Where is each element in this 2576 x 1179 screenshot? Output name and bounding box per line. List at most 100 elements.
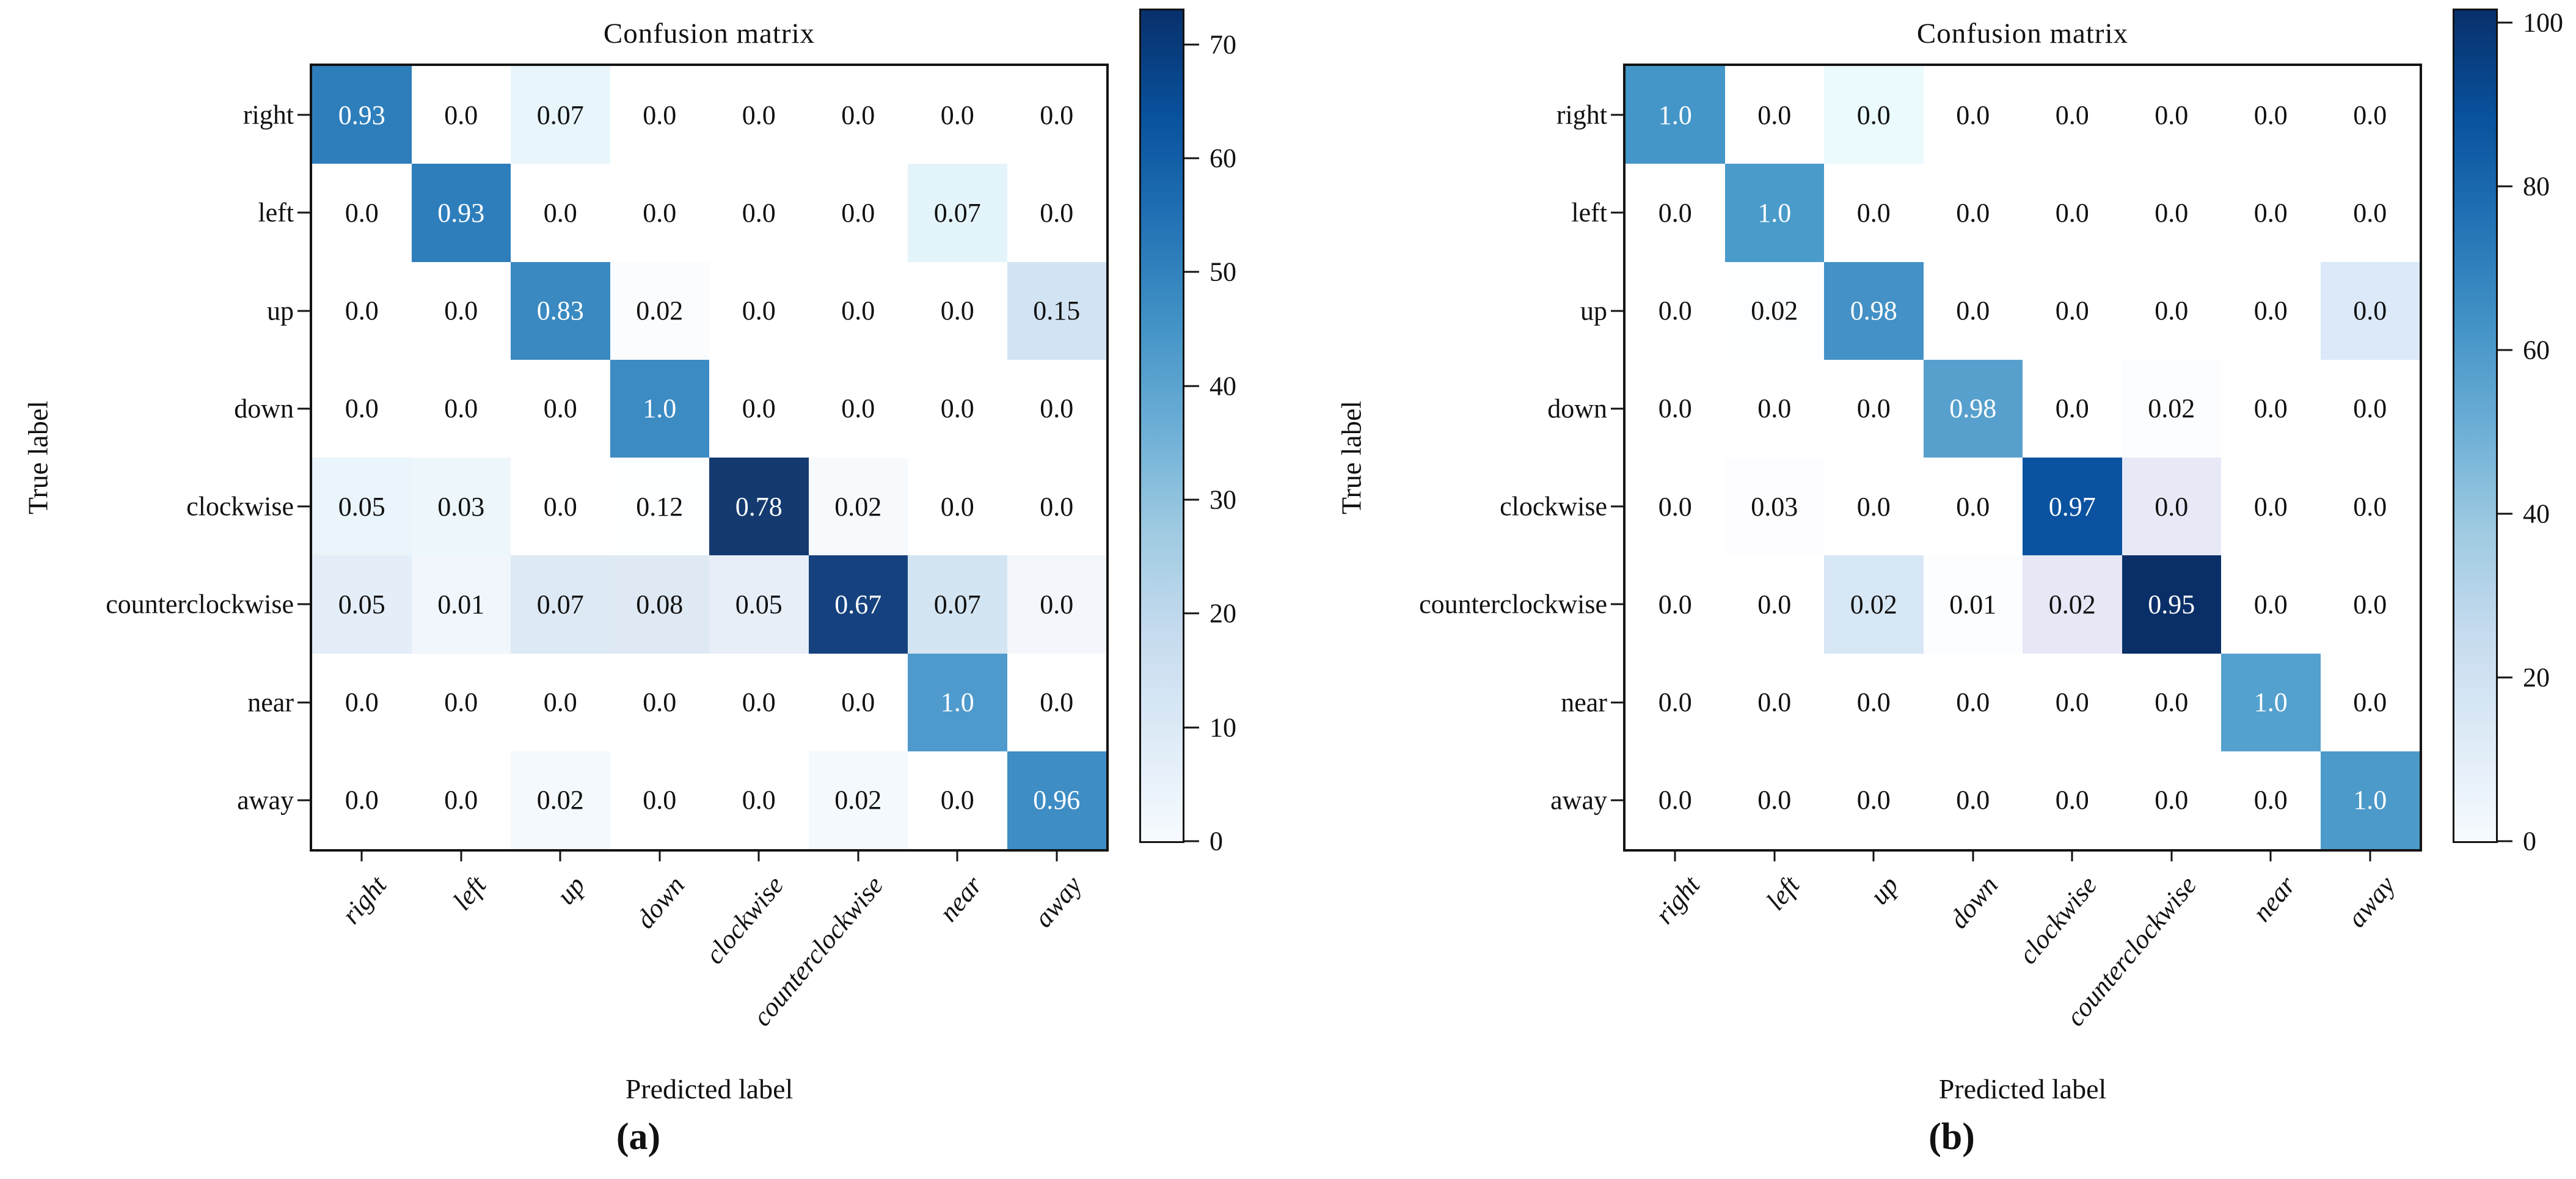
matrix-cell: 0.0 <box>1007 555 1106 654</box>
y-tick-mark <box>297 701 310 704</box>
matrix-cell: 0.0 <box>610 164 709 262</box>
matrix-cell: 0.05 <box>709 555 809 654</box>
matrix-cell: 0.0 <box>511 359 610 458</box>
x-tick-mark <box>360 849 363 861</box>
matrix-cell: 0.0 <box>1007 164 1106 262</box>
matrix-cell: 0.0 <box>511 458 610 556</box>
y-tick-label: down <box>1547 393 1607 424</box>
colorbar-tick-label: 40 <box>1210 371 1236 401</box>
colorbar-tick-mark <box>1184 385 1199 387</box>
chart-title: Confusion matrix <box>1916 18 2129 49</box>
y-tick-mark <box>297 799 310 801</box>
colorbar-tick-mark <box>2498 21 2512 24</box>
matrix-cell: 0.0 <box>2122 653 2221 751</box>
matrix-cell: 0.01 <box>411 555 511 654</box>
x-tick-label: down <box>1943 870 2004 935</box>
matrix-cell: 0.02 <box>511 751 610 849</box>
colorbar-tick-label: 30 <box>1210 484 1236 515</box>
y-tick-label: counterclockwise <box>1419 589 1607 619</box>
colorbar-tick-label: 50 <box>1210 257 1236 287</box>
matrix-cell: 0.0 <box>312 653 412 751</box>
chart-title: Confusion matrix <box>603 18 815 49</box>
y-tick-label: counterclockwise <box>106 589 294 619</box>
x-tick-label: left <box>1760 870 1806 916</box>
x-tick-label: right <box>1649 870 1706 930</box>
x-axis-label: Predicted label <box>625 1073 794 1104</box>
matrix-cell: 0.0 <box>709 164 809 262</box>
x-tick-label: away <box>2341 870 2401 933</box>
matrix-cell: 1.0 <box>2221 653 2321 751</box>
matrix-cell: 0.0 <box>2023 653 2122 751</box>
matrix-cell: 0.0 <box>1824 359 1924 458</box>
matrix-cell: 1.0 <box>1724 164 1824 262</box>
matrix-cell: 0.0 <box>1007 653 1106 751</box>
matrix-cell: 0.0 <box>808 359 908 458</box>
matrix-cell: 0.0 <box>2320 359 2420 458</box>
matrix-cell: 0.02 <box>808 751 908 849</box>
colorbar-tick-label: 0 <box>2523 826 2536 856</box>
y-tick-mark <box>1611 505 1623 508</box>
matrix-cell: 0.0 <box>1824 66 1924 164</box>
colorbar-tick-label: 20 <box>1210 598 1236 629</box>
matrix-cell: 0.01 <box>1923 555 2023 654</box>
matrix-cell: 0.0 <box>1007 359 1106 458</box>
matrix-cell: 0.0 <box>908 751 1007 849</box>
matrix-cell: 0.0 <box>1626 458 1725 556</box>
y-tick-label: up <box>1580 296 1607 326</box>
y-tick-mark <box>1611 701 1623 704</box>
x-tick-mark <box>460 849 462 861</box>
colorbar-tick-label: 0 <box>1210 826 1223 856</box>
x-tick-mark <box>2071 849 2073 861</box>
x-tick-mark <box>1773 849 1776 861</box>
x-tick-mark <box>559 849 561 861</box>
matrix-cell: 0.0 <box>808 164 908 262</box>
matrix-cell: 0.0 <box>1824 164 1924 262</box>
colorbar-tick-label: 100 <box>2523 7 2563 38</box>
x-tick-label: up <box>550 870 591 910</box>
matrix-cell: 0.0 <box>1626 751 1725 849</box>
colorbar-tick-label: 10 <box>1210 712 1236 743</box>
matrix-cell: 0.0 <box>2221 66 2321 164</box>
x-tick-mark <box>1872 849 1875 861</box>
matrix-cell: 0.0 <box>1626 359 1725 458</box>
y-tick-mark <box>1611 211 1623 214</box>
matrix-cell: 0.0 <box>1923 653 2023 751</box>
matrix-cell: 0.0 <box>1626 164 1725 262</box>
matrix-cell: 0.02 <box>1724 261 1824 360</box>
y-tick-mark <box>297 407 310 410</box>
matrix-cell: 0.0 <box>1923 751 2023 849</box>
matrix-cell: 0.0 <box>1923 164 2023 262</box>
matrix-cell: 1.0 <box>610 359 709 458</box>
matrix-cell: 0.0 <box>312 164 412 262</box>
heatmap-plot: 1.0 0.0 0.0 0.0 0.0 0.0 0.0 0.0 0.0 1.0 0.0 0.0 0.0 0… <box>1623 64 2422 852</box>
colorbar-tick-mark <box>1184 612 1199 615</box>
matrix-cell: 0.07 <box>511 555 610 654</box>
colorbar-tick-label: 80 <box>2523 171 2550 202</box>
matrix-cell: 0.07 <box>511 66 610 164</box>
y-tick-label: away <box>237 785 294 816</box>
x-tick-mark <box>956 849 958 861</box>
colorbar-tick-mark <box>1184 498 1199 501</box>
heatmap-grid: 0.93 0.0 0.07 0.0 0.0 0.0 0.0 0.0 0.0 0.93 0.0 0.0 0… <box>312 66 1106 849</box>
matrix-cell: 0.83 <box>511 261 610 360</box>
y-tick-mark <box>297 310 310 312</box>
y-tick-label: away <box>1550 785 1607 816</box>
matrix-cell: 0.0 <box>411 653 511 751</box>
colorbar-tick-mark <box>2498 349 2512 351</box>
x-tick-label: clockwise <box>699 870 790 970</box>
y-tick-label: near <box>1561 687 1607 718</box>
x-tick-mark <box>2269 849 2272 861</box>
matrix-cell: 0.05 <box>312 555 412 654</box>
y-tick-mark <box>297 505 310 508</box>
matrix-cell: 0.0 <box>1626 555 1725 654</box>
colorbar-tick-label: 60 <box>1210 143 1236 173</box>
matrix-cell: 0.0 <box>2320 555 2420 654</box>
x-tick-mark <box>659 849 661 861</box>
matrix-cell: 0.97 <box>2023 458 2122 556</box>
matrix-cell: 1.0 <box>1626 66 1725 164</box>
y-tick-mark <box>297 603 310 605</box>
colorbar-tick-label: 20 <box>2523 662 2550 693</box>
matrix-cell: 0.98 <box>1923 359 2023 458</box>
matrix-cell: 0.0 <box>1724 555 1824 654</box>
